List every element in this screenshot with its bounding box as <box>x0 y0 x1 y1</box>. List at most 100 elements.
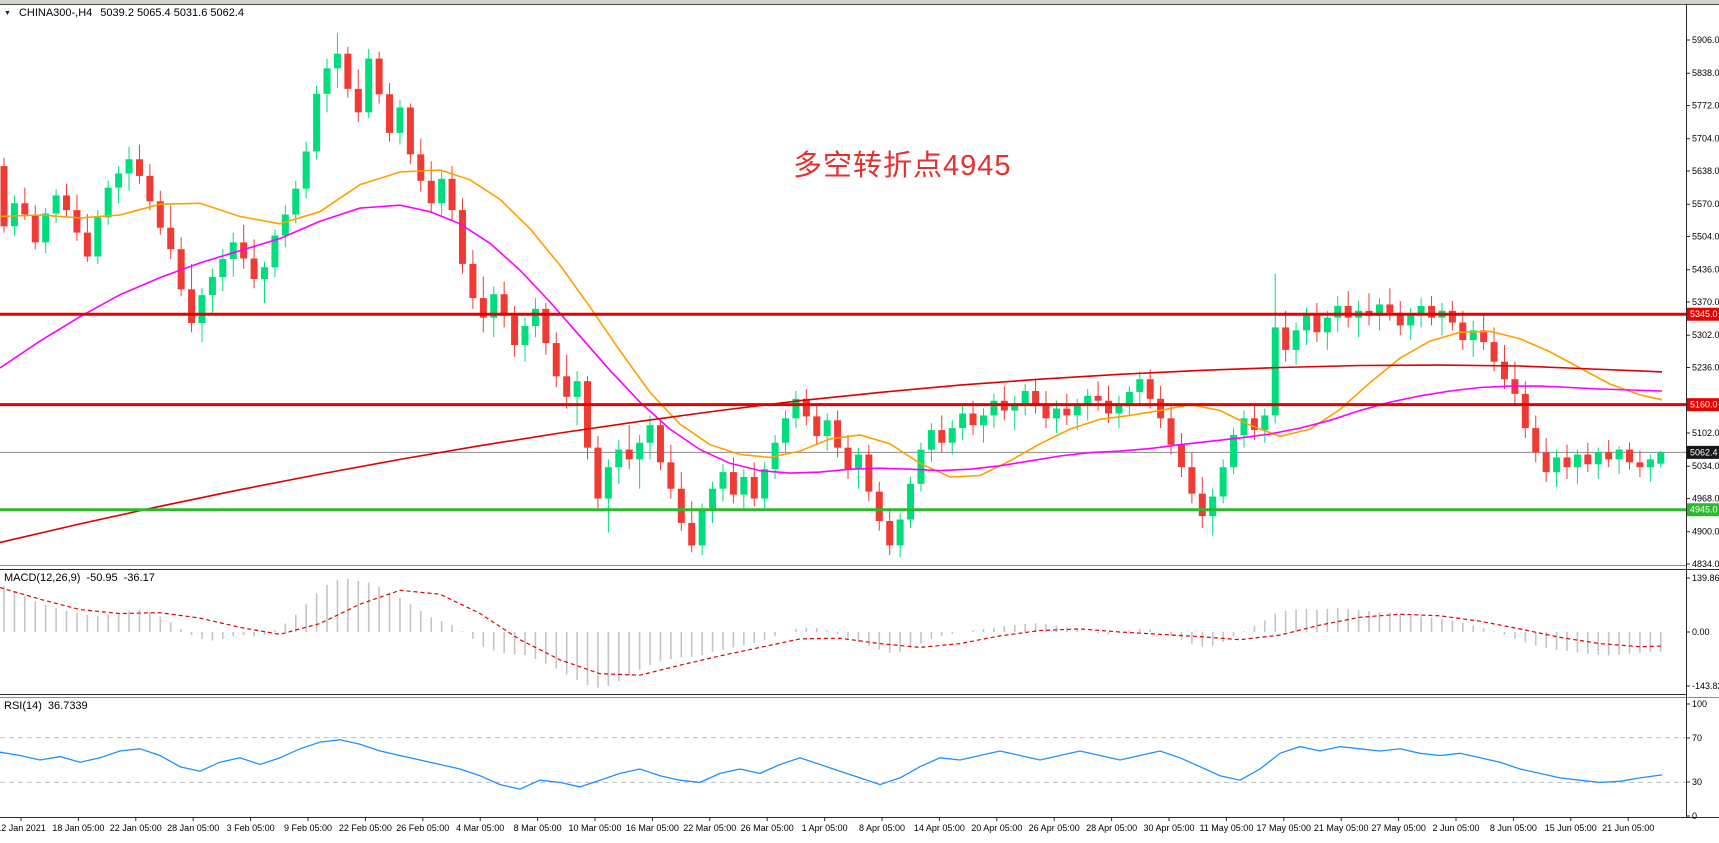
candle-up <box>1261 415 1269 431</box>
macd-signal-line <box>0 587 1663 676</box>
price-badge <box>1687 445 1719 459</box>
candle-down <box>688 522 696 546</box>
rsi-axis-label: 0 <box>1692 811 1697 821</box>
candle-up <box>927 430 935 450</box>
price-tick-label: 5102.0 <box>1692 428 1719 438</box>
symbol-info-bar: ▼ CHINA300-,H4 5039.2 5065.4 5031.6 5062… <box>4 7 244 19</box>
price-tick-label: 5906.0 <box>1692 35 1719 45</box>
candle-up <box>959 413 967 429</box>
ma-slow-red <box>0 364 1663 544</box>
date-label: 22 Mar 05:00 <box>683 823 736 833</box>
date-label: 26 Mar 05:00 <box>741 823 794 833</box>
date-label: 12 Jan 2021 <box>0 823 46 833</box>
macd-axis-label: 0.00 <box>1692 627 1710 637</box>
candle-down <box>1428 305 1436 318</box>
candle-up <box>198 295 206 324</box>
price-tick-label: 4900.0 <box>1692 527 1719 537</box>
collapse-icon[interactable]: ▼ <box>4 9 11 17</box>
price-badge-label: 5062.4 <box>1690 447 1718 457</box>
candle-up <box>1469 330 1477 341</box>
price-badge <box>1687 398 1719 412</box>
date-label: 4 Mar 05:00 <box>456 823 504 833</box>
price-axis: 5906.0 5838.0 5772.0 5704.0 5638.0 5570.0 5504… <box>1686 35 1719 821</box>
candle-down <box>1396 312 1404 326</box>
candle-up <box>438 178 446 204</box>
candle-down <box>667 462 675 489</box>
candle-up <box>636 442 644 460</box>
candle-up <box>531 308 539 326</box>
candle-up <box>854 454 862 470</box>
rsi-title: RSI(14) <box>4 700 42 712</box>
candle-down <box>584 381 592 448</box>
candle-up <box>1375 304 1383 316</box>
candle-up <box>1011 403 1019 411</box>
price-tick-label: 5436.0 <box>1692 265 1719 275</box>
candle-up <box>490 294 498 318</box>
rsi-panel <box>0 737 1686 790</box>
candle-down <box>83 232 91 257</box>
date-label: 8 Jun 05:00 <box>1490 823 1537 833</box>
ohlc-values: 5039.2 5065.4 5031.6 5062.4 <box>100 7 245 19</box>
candle-down <box>865 454 873 492</box>
candle-up <box>990 400 998 416</box>
candle-down <box>458 210 466 264</box>
date-label: 2 Jun 05:00 <box>1432 823 1479 833</box>
candle-down <box>1563 457 1571 468</box>
candle-up <box>323 68 331 94</box>
candle-down <box>417 154 425 181</box>
chart-text-annotation[interactable]: 多空转折点4945 <box>793 150 1012 182</box>
price-tick-label: 5570.0 <box>1692 199 1719 209</box>
date-label: 3 Feb 05:00 <box>227 823 275 833</box>
candle-up <box>1594 452 1602 465</box>
candlestick-series <box>0 33 1665 558</box>
candle-up <box>1323 317 1331 333</box>
price-tick-label: 4968.0 <box>1692 494 1719 504</box>
candle-down <box>1313 315 1321 333</box>
candle-down <box>750 476 758 499</box>
candle-down <box>344 53 352 89</box>
candle-up <box>1271 327 1279 416</box>
candle-up <box>1657 452 1665 464</box>
candle-down <box>1386 304 1394 313</box>
candle-up <box>792 398 800 419</box>
panel-borders <box>0 4 1719 818</box>
macd-axis-label: 139.86 <box>1692 573 1719 583</box>
rsi-indicator-label: RSI(14) 36.7339 <box>4 700 88 712</box>
candle-up <box>115 173 123 188</box>
price-tick-label: 5302.0 <box>1692 330 1719 340</box>
candle-up <box>365 58 373 113</box>
candle-down <box>834 420 842 448</box>
candle-up <box>219 258 227 278</box>
candle-up <box>782 418 789 443</box>
candle-down <box>563 376 571 397</box>
candle-up <box>396 107 404 133</box>
price-tick-label: 5838.0 <box>1692 68 1719 78</box>
candle-up <box>261 267 268 280</box>
date-label: 21 May 05:00 <box>1314 823 1369 833</box>
price-tick-label: 4834.0 <box>1692 559 1719 569</box>
date-label: 22 Jan 05:00 <box>110 823 162 833</box>
candle-up <box>104 187 112 218</box>
candle-down <box>1198 493 1206 517</box>
candle-down <box>386 94 394 133</box>
candle-down <box>21 203 29 215</box>
candle-down <box>1188 467 1196 494</box>
candle-up <box>1084 395 1092 406</box>
candle-down <box>1521 393 1529 429</box>
date-label: 22 Feb 05:00 <box>339 823 392 833</box>
candle-up <box>615 449 623 468</box>
candle-up <box>125 159 133 174</box>
candle-down <box>240 242 248 259</box>
candle-up <box>1573 454 1581 468</box>
rsi-axis-label: 30 <box>1692 777 1702 787</box>
candle-down <box>0 166 8 227</box>
candle-down <box>1542 452 1550 473</box>
candle-down <box>511 315 519 346</box>
candle-down <box>1177 444 1185 468</box>
candle-up <box>1021 390 1029 404</box>
candle-up <box>979 415 987 426</box>
candle-up <box>52 195 60 214</box>
candle-down <box>1448 310 1456 323</box>
candle-up <box>698 510 706 546</box>
